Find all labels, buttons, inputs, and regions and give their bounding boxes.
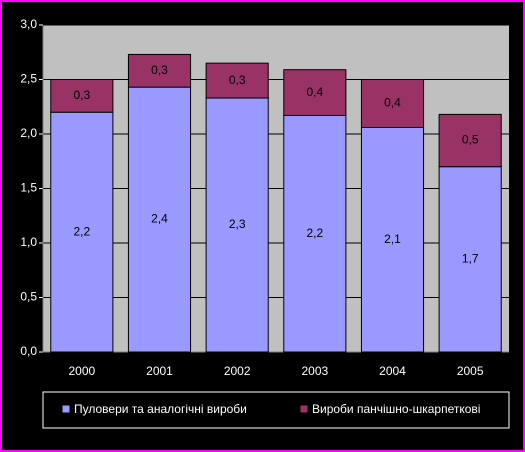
value-label: 0,3 <box>229 73 246 87</box>
value-label: 0,4 <box>306 85 323 99</box>
bar-segment <box>127 86 192 353</box>
x-tick-label: 2005 <box>457 364 484 378</box>
x-tick-label: 2001 <box>146 364 173 378</box>
value-label: 2,2 <box>306 226 323 240</box>
x-tick-label: 2003 <box>301 364 328 378</box>
value-label: 2,4 <box>151 212 168 226</box>
legend <box>42 391 510 429</box>
value-label: 1,7 <box>462 252 479 266</box>
bar-segment <box>205 97 269 353</box>
bar-segment <box>360 126 425 353</box>
y-tick-label: 0,0 <box>20 344 37 358</box>
bar-segment <box>438 166 502 353</box>
value-label: 0,3 <box>151 63 168 77</box>
legend-label: Вироби панчішно-шкарпеткові <box>312 402 480 416</box>
y-tick-label: 2,0 <box>20 126 37 140</box>
value-label: 0,4 <box>384 96 401 110</box>
x-tick-label: 2002 <box>224 364 251 378</box>
bar-segment <box>50 111 114 353</box>
bar-segment <box>283 114 347 353</box>
y-tick-label: 1,5 <box>20 181 37 195</box>
value-label: 2,3 <box>229 217 246 231</box>
legend-label: Пуловери та аналогічні вироби <box>74 402 247 416</box>
x-tick-label: 2000 <box>68 364 95 378</box>
y-tick-label: 3,0 <box>20 17 37 31</box>
x-tick-label: 2004 <box>379 364 406 378</box>
value-label: 2,2 <box>73 224 90 238</box>
legend-swatch <box>61 404 71 414</box>
value-label: 2,1 <box>384 232 401 246</box>
bar-segment <box>283 69 347 116</box>
legend-swatch <box>299 404 309 414</box>
bar-segment <box>360 79 425 128</box>
y-tick-label: 2,5 <box>20 72 37 86</box>
y-tick-label: 0,5 <box>20 290 37 304</box>
bar-segment <box>438 113 502 168</box>
value-label: 0,3 <box>73 88 90 102</box>
bar-segment <box>127 53 192 88</box>
value-label: 0,5 <box>462 133 479 147</box>
bar-segment <box>205 62 269 99</box>
bar-segment <box>50 79 114 113</box>
y-tick-label: 1,0 <box>20 235 37 249</box>
